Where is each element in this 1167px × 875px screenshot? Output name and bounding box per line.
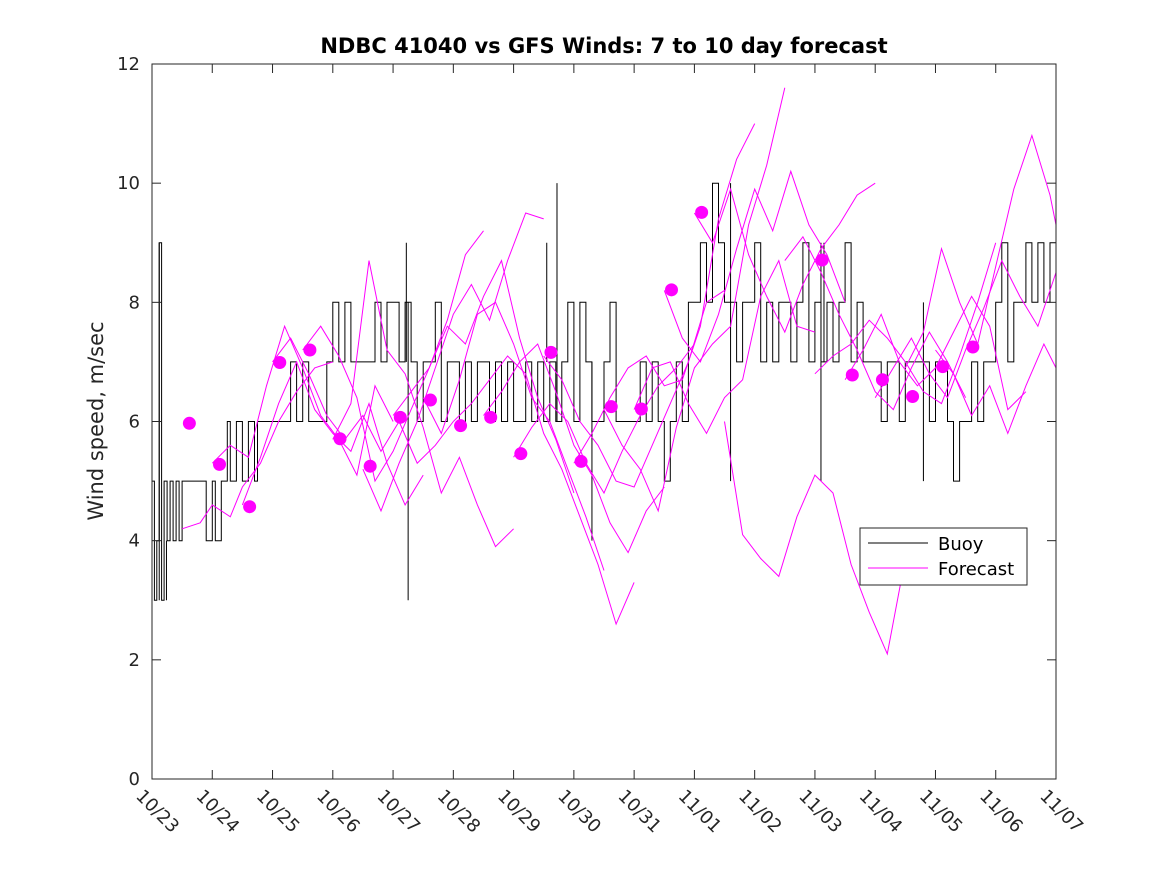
forecast-line-3 — [241, 360, 424, 506]
forecast-marker — [604, 400, 618, 414]
forecast-line-24 — [904, 133, 1057, 369]
forecast-line-17 — [663, 169, 846, 363]
forecast-line-1 — [181, 361, 333, 530]
forecast-line-22 — [844, 295, 1027, 411]
forecast-line-2 — [211, 324, 394, 477]
forecast-marker — [243, 500, 257, 514]
forecast-line-23 — [874, 259, 1057, 399]
y-tick-label: 10 — [117, 173, 140, 194]
forecast-line-21 — [814, 242, 997, 405]
buoy-series — [152, 182, 1056, 601]
forecast-line-16 — [633, 259, 816, 435]
forecast-marker — [966, 340, 980, 354]
forecast-marker — [936, 360, 950, 374]
y-tick-label: 8 — [129, 292, 140, 313]
legend-forecast-label: Forecast — [938, 559, 1014, 580]
chart-title: NDBC 41040 vs GFS Winds: 7 to 10 day for… — [320, 34, 887, 58]
forecast-line-14 — [573, 123, 756, 464]
forecast-line-5 — [302, 230, 484, 483]
forecast-line-19 — [724, 421, 906, 656]
legend: Buoy Forecast — [859, 527, 1028, 586]
forecast-marker — [484, 410, 498, 424]
legend-buoy-label: Buoy — [938, 534, 984, 555]
forecast-line-25 — [935, 342, 1057, 435]
forecast-marker — [845, 368, 859, 382]
forecast-marker — [695, 205, 709, 219]
forecast-marker — [363, 459, 377, 473]
forecast-marker — [634, 402, 648, 416]
y-tick-label: 6 — [129, 412, 140, 433]
y-tick-label: 4 — [129, 531, 140, 552]
forecast-marker — [333, 432, 347, 446]
forecast-line-13 — [543, 289, 725, 488]
forecast-marker — [454, 419, 468, 433]
forecast-line-7 — [362, 212, 544, 513]
forecast-marker — [273, 356, 287, 370]
legend-box — [859, 527, 1028, 586]
forecast-marker — [303, 343, 317, 357]
forecast-line-12 — [513, 343, 695, 495]
forecast-marker — [423, 393, 437, 407]
forecast-marker — [906, 389, 920, 403]
forecast-line-9 — [422, 301, 605, 571]
forecast-markers — [182, 205, 980, 514]
forecast-marker — [212, 457, 226, 471]
y-axis-label: Wind speed, m/sec — [84, 321, 108, 520]
forecast-marker — [574, 454, 588, 468]
forecast-line-6 — [332, 260, 514, 548]
forecast-line-15 — [603, 87, 786, 513]
forecast-marker — [393, 410, 407, 424]
forecast-marker — [544, 345, 558, 359]
y-tick-label: 0 — [129, 769, 140, 790]
forecast-marker — [664, 283, 678, 297]
forecast-line-20 — [784, 235, 967, 411]
forecast-line-18 — [693, 182, 876, 334]
forecast-marker — [514, 447, 528, 461]
forecast-line-4 — [272, 337, 454, 465]
y-axis: 0 2 4 6 8 10 12 — [117, 54, 1056, 790]
y-tick-label: 12 — [117, 54, 140, 75]
forecast-series-group — [181, 87, 1057, 656]
buoy-line — [152, 182, 1056, 601]
forecast-line-10 — [452, 355, 635, 626]
forecast-marker — [182, 416, 196, 430]
forecast-line-11 — [483, 343, 665, 554]
y-tick-label: 2 — [129, 650, 140, 671]
forecast-marker — [815, 253, 829, 267]
forecast-marker — [875, 373, 889, 387]
